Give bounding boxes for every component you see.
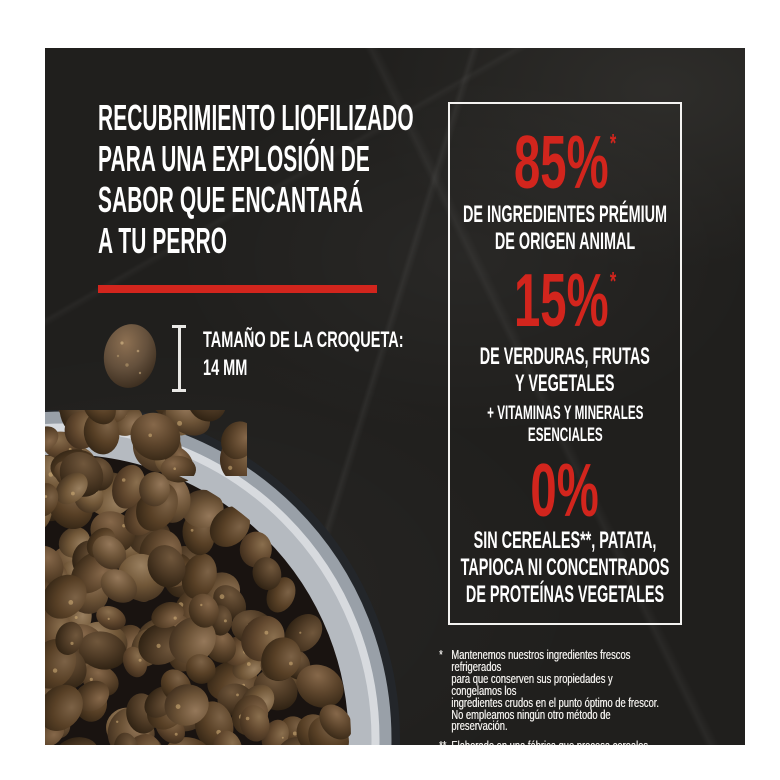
stat-value-0: 0% — [530, 448, 599, 532]
slate-panel: RECUBRIMIENTO LIOFILIZADO PARA UNA EXPLO… — [45, 48, 745, 745]
stat-sublabel-vitamins: + VITAMINAS Y MINERALES ESENCIALES — [486, 402, 644, 446]
kibble-bowl-photo — [45, 410, 400, 745]
kibble-photo-icon — [103, 324, 157, 388]
footnotes: * Mantenemos nuestros ingredientes fresc… — [439, 647, 745, 745]
kibble-pile — [45, 410, 351, 745]
stat-no-cereals: 0% SIN CEREALES**, PATATA, TAPIOCA NI CO… — [391, 446, 739, 609]
footnote-text: Mantenemos nuestros ingredientes frescos… — [451, 647, 659, 734]
headline: RECUBRIMIENTO LIOFILIZADO PARA UNA EXPLO… — [98, 97, 414, 261]
stat-value-15: 15%* — [513, 258, 617, 342]
stats-box: 85%* DE INGREDIENTES PRÉMIUM DE ORIGEN A… — [448, 102, 682, 625]
red-divider-bar — [98, 285, 377, 293]
asterisk-mark: * — [609, 266, 617, 296]
size-measure-icon — [172, 325, 186, 392]
footnote-1: * Mantenemos nuestros ingredientes fresc… — [439, 647, 659, 734]
stat-label-vegetables: DE VERDURAS, FRUTAS Y VEGETALES — [479, 343, 651, 397]
footnote-marker: ** — [439, 739, 451, 745]
stat-vegetables: 15%* DE VERDURAS, FRUTAS Y VEGETALES + V… — [423, 255, 707, 447]
kibble-size-label: TAMAÑO DE LA CROQUETA: 14 MM — [203, 327, 404, 380]
footnote-text: Elaborado en una fábrica que procesa cer… — [451, 739, 650, 745]
stat-label-animal-ingredients: DE INGREDIENTES PRÉMIUM DE ORIGEN ANIMAL — [462, 201, 668, 255]
stat-label-no-cereals: SIN CEREALES**, PATATA, TAPIOCA NI CONCE… — [460, 527, 670, 608]
footnote-marker: * — [439, 647, 443, 662]
stat-value-85: 85%* — [513, 120, 617, 204]
footnote-2: ** Elaborado en una fábrica que procesa … — [439, 739, 659, 745]
asterisk-mark: * — [609, 128, 617, 158]
stat-animal-ingredients: 85%* DE INGREDIENTES PRÉMIUM DE ORIGEN A… — [395, 104, 735, 256]
